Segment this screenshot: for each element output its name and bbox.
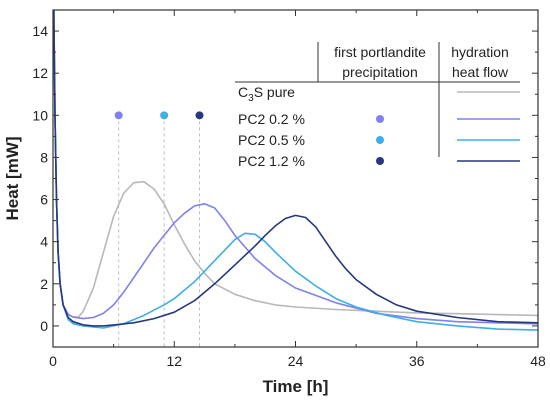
precipitation-point <box>160 111 169 120</box>
legend-column-header: hydration <box>451 44 509 60</box>
x-tick-label: 48 <box>530 353 546 369</box>
y-tick-label: 14 <box>32 23 48 39</box>
y-tick-label: 8 <box>40 149 48 165</box>
legend-marker <box>376 136 384 144</box>
y-tick-label: 12 <box>32 65 48 81</box>
y-tick-label: 10 <box>32 107 48 123</box>
legend-column-header: first portlandite <box>334 44 426 60</box>
legend: first portlandite precipitation hydration h… <box>235 42 520 169</box>
legend-label: PC2 1.2 % <box>238 153 305 169</box>
x-tick-label: 24 <box>288 353 304 369</box>
legend-label: PC2 0.5 % <box>238 132 305 148</box>
legend-label: C3S pure <box>238 84 295 104</box>
legend-column-header: heat flow <box>452 64 509 80</box>
y-axis-label: Heat [mW] <box>3 136 22 220</box>
legend-label: PC2 0.2 % <box>238 111 305 127</box>
x-axis-label: Time [h] <box>263 377 329 396</box>
legend-marker <box>376 157 384 165</box>
y-tick-label: 0 <box>40 318 48 334</box>
x-tick-label: 0 <box>49 353 57 369</box>
plot-area <box>53 10 538 347</box>
legend-marker <box>376 115 384 123</box>
y-tick-label: 2 <box>40 276 48 292</box>
precipitation-point <box>114 111 123 120</box>
x-tick-label: 36 <box>409 353 425 369</box>
legend-column-header: precipitation <box>342 64 418 80</box>
y-tick-label: 6 <box>40 192 48 208</box>
series-line <box>53 10 538 327</box>
plot-frame <box>52 9 539 348</box>
precipitation-point <box>195 111 204 120</box>
y-tick-label: 4 <box>40 234 48 250</box>
series-line <box>53 10 538 331</box>
x-tick-label: 12 <box>166 353 182 369</box>
